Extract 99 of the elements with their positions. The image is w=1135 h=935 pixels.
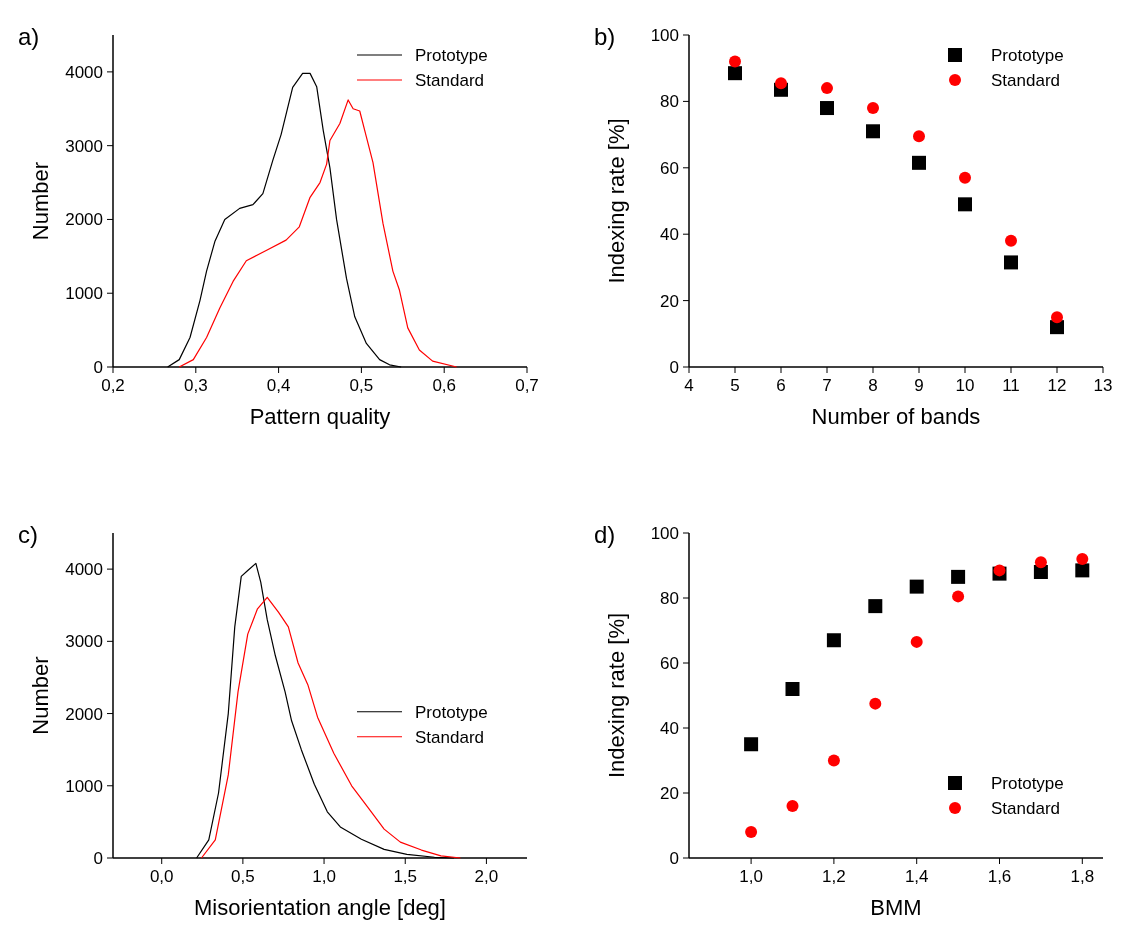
- y-tick-label: 0: [93, 358, 103, 377]
- chart-title: c): [18, 521, 38, 548]
- x-tick-label: 10: [955, 376, 975, 395]
- point: [744, 737, 759, 752]
- point: [775, 77, 787, 90]
- x-tick-label: 1,0: [312, 867, 336, 886]
- point: [952, 590, 965, 603]
- y-axis-title: Number: [28, 656, 53, 735]
- x-tick-label: 11: [1002, 376, 1020, 395]
- legend-label: Prototype: [415, 702, 488, 722]
- x-axis-title: Pattern quality: [249, 404, 391, 429]
- legend-label: Prototype: [415, 46, 488, 65]
- y-tick-label: 20: [660, 784, 679, 803]
- y-tick-label: 80: [660, 92, 679, 112]
- y-tick-label: 100: [650, 26, 679, 45]
- x-tick-label: 0,7: [515, 376, 539, 395]
- x-tick-label: 6: [776, 376, 786, 395]
- y-axis-title: Indexing rate [%]: [604, 612, 629, 779]
- point: [826, 633, 841, 648]
- x-tick-label: 0,3: [183, 376, 208, 395]
- x-tick-label: 0,2: [101, 376, 125, 395]
- x-axis-title: BMM: [870, 895, 922, 920]
- point: [827, 754, 840, 767]
- y-tick-label: 60: [660, 654, 679, 673]
- x-tick-label: 0,4: [266, 376, 291, 395]
- y-tick-label: 1000: [65, 776, 103, 796]
- x-axis-title: Number of bands: [811, 404, 981, 429]
- y-tick-label: 0: [669, 358, 679, 377]
- point: [909, 579, 924, 594]
- point: [1034, 556, 1047, 569]
- point: [1004, 255, 1018, 270]
- x-tick-label: 1,8: [1070, 867, 1095, 886]
- point: [728, 66, 742, 81]
- y-tick-label: 1000: [65, 284, 103, 304]
- x-tick-label: 2,0: [474, 867, 499, 886]
- point: [1005, 234, 1017, 247]
- point: [959, 171, 971, 184]
- point: [866, 124, 880, 139]
- x-tick-label: 4: [684, 376, 694, 395]
- point: [993, 564, 1006, 577]
- legend-label: Standard: [415, 727, 484, 747]
- y-tick-label: 60: [660, 158, 679, 178]
- chart-title: d): [594, 521, 616, 548]
- point: [1075, 563, 1090, 578]
- y-tick-label: 100: [650, 524, 679, 543]
- x-tick-label: 1,2: [822, 867, 846, 886]
- x-tick-label: 0,5: [231, 867, 255, 886]
- x-tick-label: 1,0: [739, 867, 763, 886]
- chart-title: b): [594, 23, 616, 50]
- point: [910, 635, 923, 648]
- x-tick-label: 1,6: [987, 867, 1012, 886]
- legend-label: Prototype: [991, 774, 1064, 793]
- legend-label: Standard: [991, 71, 1060, 90]
- y-tick-label: 4000: [65, 560, 103, 580]
- point: [821, 82, 833, 95]
- point: [786, 800, 799, 812]
- x-tick-label: 1,4: [904, 867, 929, 886]
- point: [958, 197, 972, 212]
- legend-label: Prototype: [991, 46, 1064, 65]
- x-tick-label: 7: [822, 376, 832, 395]
- point: [820, 101, 834, 116]
- x-axis-title: Misorientation angle [deg]: [194, 895, 446, 920]
- y-tick-label: 3000: [65, 136, 103, 156]
- y-tick-label: 4000: [65, 62, 103, 82]
- y-axis-title: Number: [28, 161, 53, 241]
- y-axis-title: Indexing rate [%]: [604, 118, 629, 284]
- x-tick-label: 0,5: [349, 376, 374, 395]
- chart-title: a): [18, 23, 40, 50]
- x-tick-label: 9: [914, 376, 924, 395]
- point: [869, 697, 882, 710]
- x-tick-label: 8: [868, 376, 878, 395]
- point: [912, 155, 926, 170]
- point: [1076, 553, 1089, 565]
- point: [745, 826, 758, 838]
- y-tick-label: 3000: [65, 632, 103, 652]
- y-tick-label: 40: [660, 225, 679, 245]
- point: [868, 599, 883, 614]
- point: [1051, 311, 1063, 324]
- point: [913, 130, 925, 143]
- y-tick-label: 0: [93, 849, 103, 868]
- x-tick-label: 1,5: [393, 867, 418, 886]
- y-tick-label: 40: [660, 719, 679, 738]
- x-tick-label: 12: [1047, 376, 1067, 395]
- x-tick-label: 0,0: [149, 867, 174, 886]
- point: [867, 102, 879, 115]
- legend-label: Standard: [415, 71, 484, 90]
- y-tick-label: 80: [660, 589, 679, 608]
- line-series: [178, 99, 458, 368]
- x-tick-label: 5: [730, 376, 740, 395]
- point: [729, 55, 741, 68]
- y-tick-label: 0: [669, 849, 679, 868]
- point: [785, 682, 800, 696]
- y-tick-label: 2000: [65, 210, 103, 230]
- point: [951, 569, 966, 584]
- x-tick-label: 13: [1093, 376, 1113, 395]
- y-tick-label: 2000: [65, 704, 103, 724]
- legend-label: Standard: [991, 799, 1060, 818]
- x-tick-label: 0,6: [432, 376, 457, 395]
- y-tick-label: 20: [660, 291, 679, 311]
